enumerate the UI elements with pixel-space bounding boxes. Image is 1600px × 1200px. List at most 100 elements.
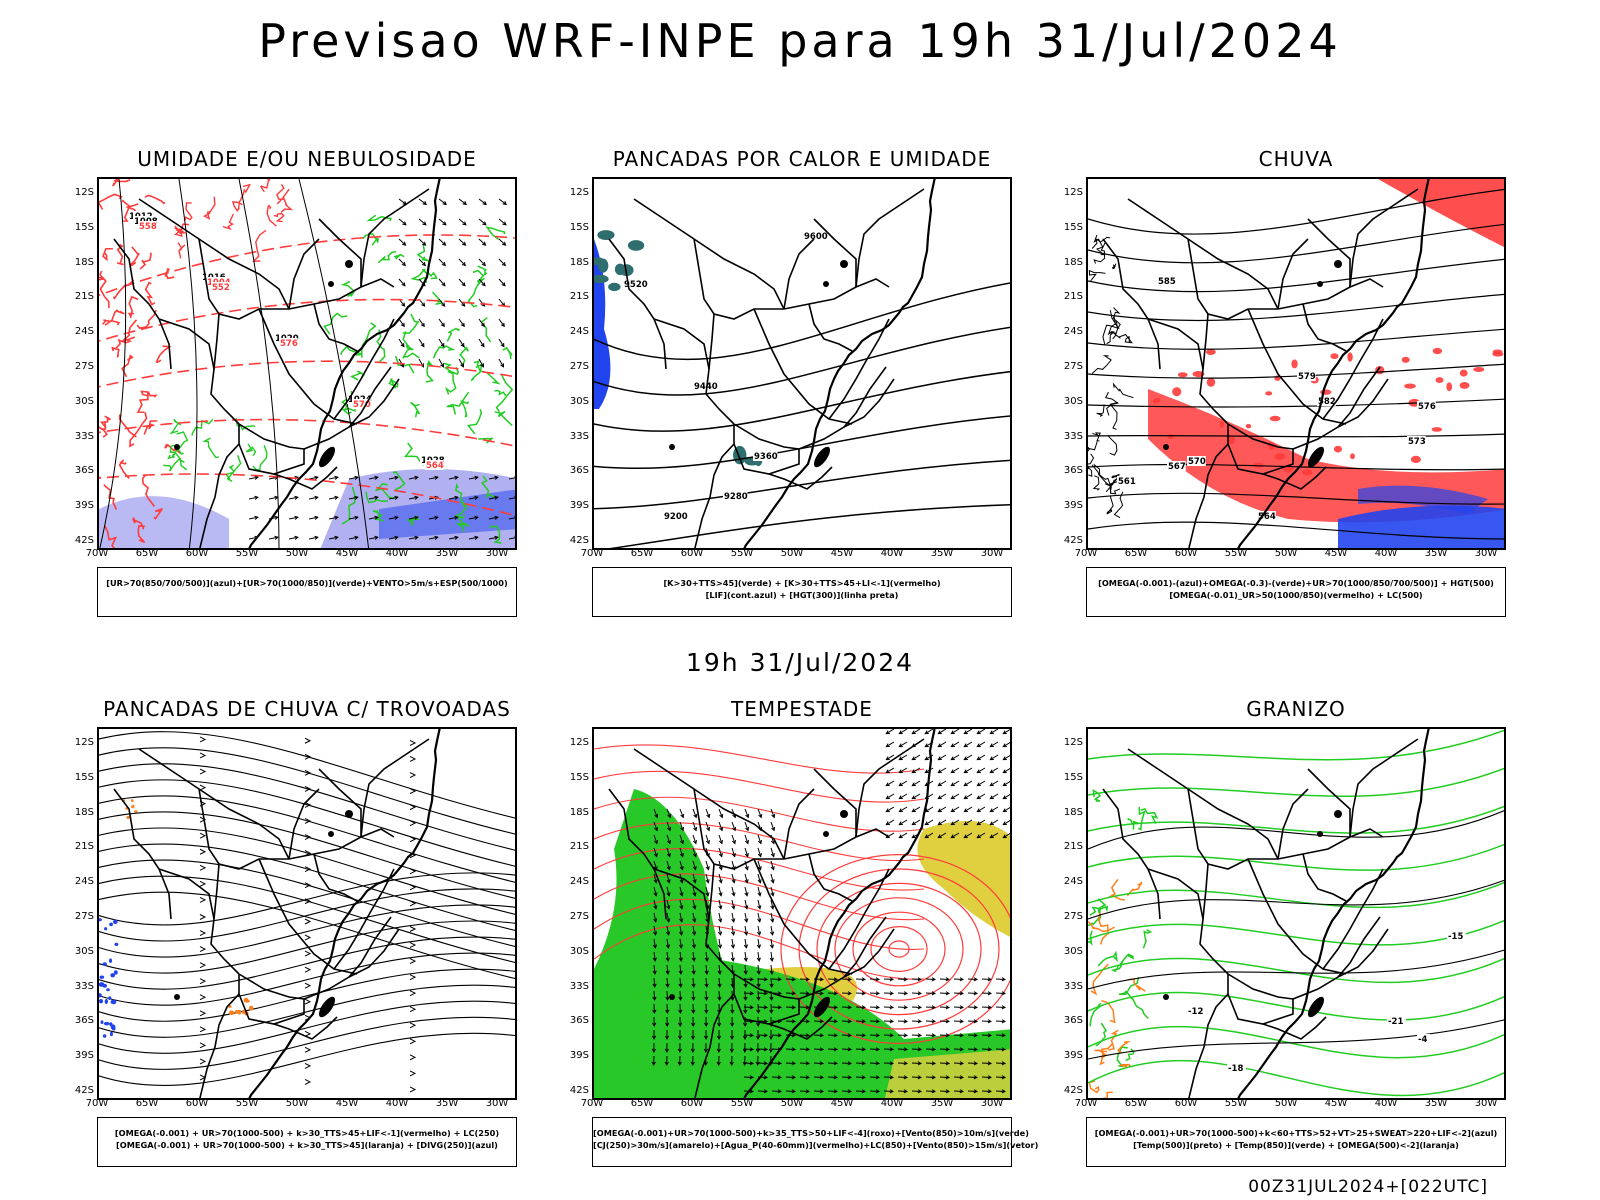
lat-tick-label: 21S [569, 841, 589, 853]
lat-tick-label: 39S [74, 500, 94, 512]
svg-text:9440: 9440 [694, 382, 718, 392]
svg-text:-21: -21 [1388, 1017, 1403, 1027]
svg-text:9600: 9600 [804, 232, 828, 242]
main-title: Previsao WRF-INPE para 19h 31/Jul/2024 [258, 14, 1342, 68]
lat-tick-label: 15S [74, 771, 94, 783]
lat-tick-label: 33S [569, 980, 589, 992]
legend-line: [K>30+TTS>45](verde) + [K>30+TTS>45+LI<-… [663, 578, 941, 588]
svg-text:579: 579 [1298, 372, 1316, 382]
legend-line: [OMEGA(-0.001) + UR>70(1000-500) + k>30_… [114, 1128, 500, 1138]
svg-text:570: 570 [353, 400, 371, 410]
lon-tick-label: 70W [580, 548, 604, 559]
lat-tick-label: 36S [74, 465, 94, 477]
lat-tick-label: 42S [74, 535, 94, 546]
svg-text:582: 582 [1318, 397, 1336, 407]
map-pancadas-calor: 9600 9520 9440 9360 9280 9200 [592, 177, 1012, 550]
svg-text:-18: -18 [1228, 1064, 1243, 1074]
legend-line: [Temp(500)](preto) + [Temp(850)](verde) … [1133, 1140, 1459, 1150]
lat-tick-label: 33S [1063, 430, 1083, 442]
lon-tick-label: 65W [135, 1098, 159, 1109]
lat-tick-label: 30S [569, 945, 589, 957]
lat-tick-label: 30S [74, 945, 94, 957]
map-layer-granizo: -12 -15 -18 -21 -4 [1088, 729, 1504, 1098]
lon-tick-label: 55W [1224, 548, 1248, 559]
svg-text:576: 576 [1418, 402, 1436, 412]
lon-tick-label: 35W [435, 548, 459, 559]
map-pancadas-trovoadas [97, 727, 517, 1100]
lon-tick-label: 70W [85, 548, 109, 559]
legend-line: [OMEGA(-0.001)+UR>70(1000-500)+k>35_TTS>… [593, 1128, 1029, 1138]
svg-text:9280: 9280 [724, 492, 748, 502]
map-layer-tempestade [594, 729, 1010, 1098]
lon-tick-label: 30W [980, 548, 1004, 559]
lat-tick-label: 18S [74, 256, 94, 268]
lon-tick-label: 30W [1474, 548, 1498, 559]
lat-tick-label: 39S [74, 1050, 94, 1062]
lon-tick-label: 55W [730, 1098, 754, 1109]
legend-pancadas-trovoadas: [OMEGA(-0.001) + UR>70(1000-500) + k>30_… [97, 1117, 517, 1167]
lon-tick-label: 45W [1324, 548, 1348, 559]
lon-tick-label: 35W [1424, 548, 1448, 559]
svg-text:-12: -12 [1188, 1007, 1203, 1017]
lat-tick-label: 15S [1063, 771, 1083, 783]
lon-tick-label: 30W [1474, 1098, 1498, 1109]
lat-tick-label: 12S [569, 737, 589, 748]
lon-tick-label: 70W [1074, 548, 1098, 559]
lat-tick-label: 24S [569, 876, 589, 888]
legend-line: [OMEGA(-0.001) + UR>70(1000-500) + k>30_… [116, 1140, 498, 1150]
legend-line: [UR>70(850/700/500)](azul)+[UR>70(1000/8… [106, 578, 508, 588]
panel-title-umidade: UMIDADE E/OU NEBULOSIDADE [137, 147, 477, 171]
panel-title-pancadas-trovoadas: PANCADAS DE CHUVA C/ TROVOADAS [103, 697, 511, 721]
lon-tick-label: 35W [435, 1098, 459, 1109]
svg-text:9520: 9520 [624, 280, 648, 290]
panel-title-granizo: GRANIZO [1246, 697, 1346, 721]
lat-tick-label: 18S [1063, 256, 1083, 268]
map-layer-pancadas-calor: 9600 9520 9440 9360 9280 9200 [594, 179, 1010, 548]
lat-tick-label: 12S [74, 737, 94, 748]
legend-tempestade: [OMEGA(-0.001)+UR>70(1000-500)+k>35_TTS>… [592, 1117, 1039, 1167]
svg-text:564: 564 [426, 461, 444, 471]
lat-tick-label: 30S [74, 395, 94, 407]
lat-tick-label: 42S [1063, 1085, 1083, 1096]
lat-tick-label: 15S [1063, 221, 1083, 233]
lat-tick-label: 12S [74, 187, 94, 198]
lat-tick-label: 39S [1063, 1050, 1083, 1062]
lon-tick-label: 50W [780, 1098, 804, 1109]
lat-tick-label: 12S [1063, 187, 1083, 198]
lat-tick-label: 39S [569, 500, 589, 512]
svg-text:570: 570 [1188, 457, 1206, 467]
lat-tick-label: 42S [569, 535, 589, 546]
map-layer-pancadas-trovoadas [99, 729, 515, 1098]
legend-line: [OMEGA(-0.01)_UR>50(1000/850)(vermelho) … [1169, 590, 1423, 600]
lon-tick-label: 50W [1274, 548, 1298, 559]
lon-tick-label: 45W [335, 1098, 359, 1109]
lat-tick-label: 18S [569, 256, 589, 268]
lon-tick-label: 60W [1174, 1098, 1198, 1109]
lon-tick-label: 50W [1274, 1098, 1298, 1109]
panel-title-pancadas-calor: PANCADAS POR CALOR E UMIDADE [612, 147, 992, 171]
lat-tick-label: 39S [569, 1050, 589, 1062]
lon-tick-label: 45W [830, 548, 854, 559]
lat-tick-label: 24S [74, 326, 94, 338]
svg-text:9360: 9360 [754, 452, 778, 462]
lat-tick-label: 21S [569, 291, 589, 303]
lon-tick-label: 40W [880, 548, 904, 559]
lon-tick-label: 60W [680, 548, 704, 559]
legend-line: [LIF](cont.azul) + [HGT(300)](linha pret… [705, 590, 899, 600]
map-umidade: 1012101610201024102810081004576570564558… [97, 177, 517, 550]
lat-tick-label: 36S [1063, 465, 1083, 477]
svg-text:-15: -15 [1448, 932, 1463, 942]
map-tempestade [592, 727, 1012, 1100]
lat-tick-label: 33S [74, 980, 94, 992]
lon-tick-label: 40W [385, 548, 409, 559]
legend-line: [CJ(250)>30m/s](amarelo)+[Agua_P(40-60mm… [593, 1140, 1039, 1150]
svg-text:9200: 9200 [664, 512, 688, 522]
lat-tick-label: 36S [74, 1015, 94, 1027]
lon-tick-label: 40W [385, 1098, 409, 1109]
lon-tick-label: 65W [630, 548, 654, 559]
svg-text:558: 558 [139, 222, 157, 232]
lat-tick-label: 36S [569, 465, 589, 477]
lat-tick-label: 36S [1063, 1015, 1083, 1027]
svg-text:573: 573 [1408, 437, 1426, 447]
